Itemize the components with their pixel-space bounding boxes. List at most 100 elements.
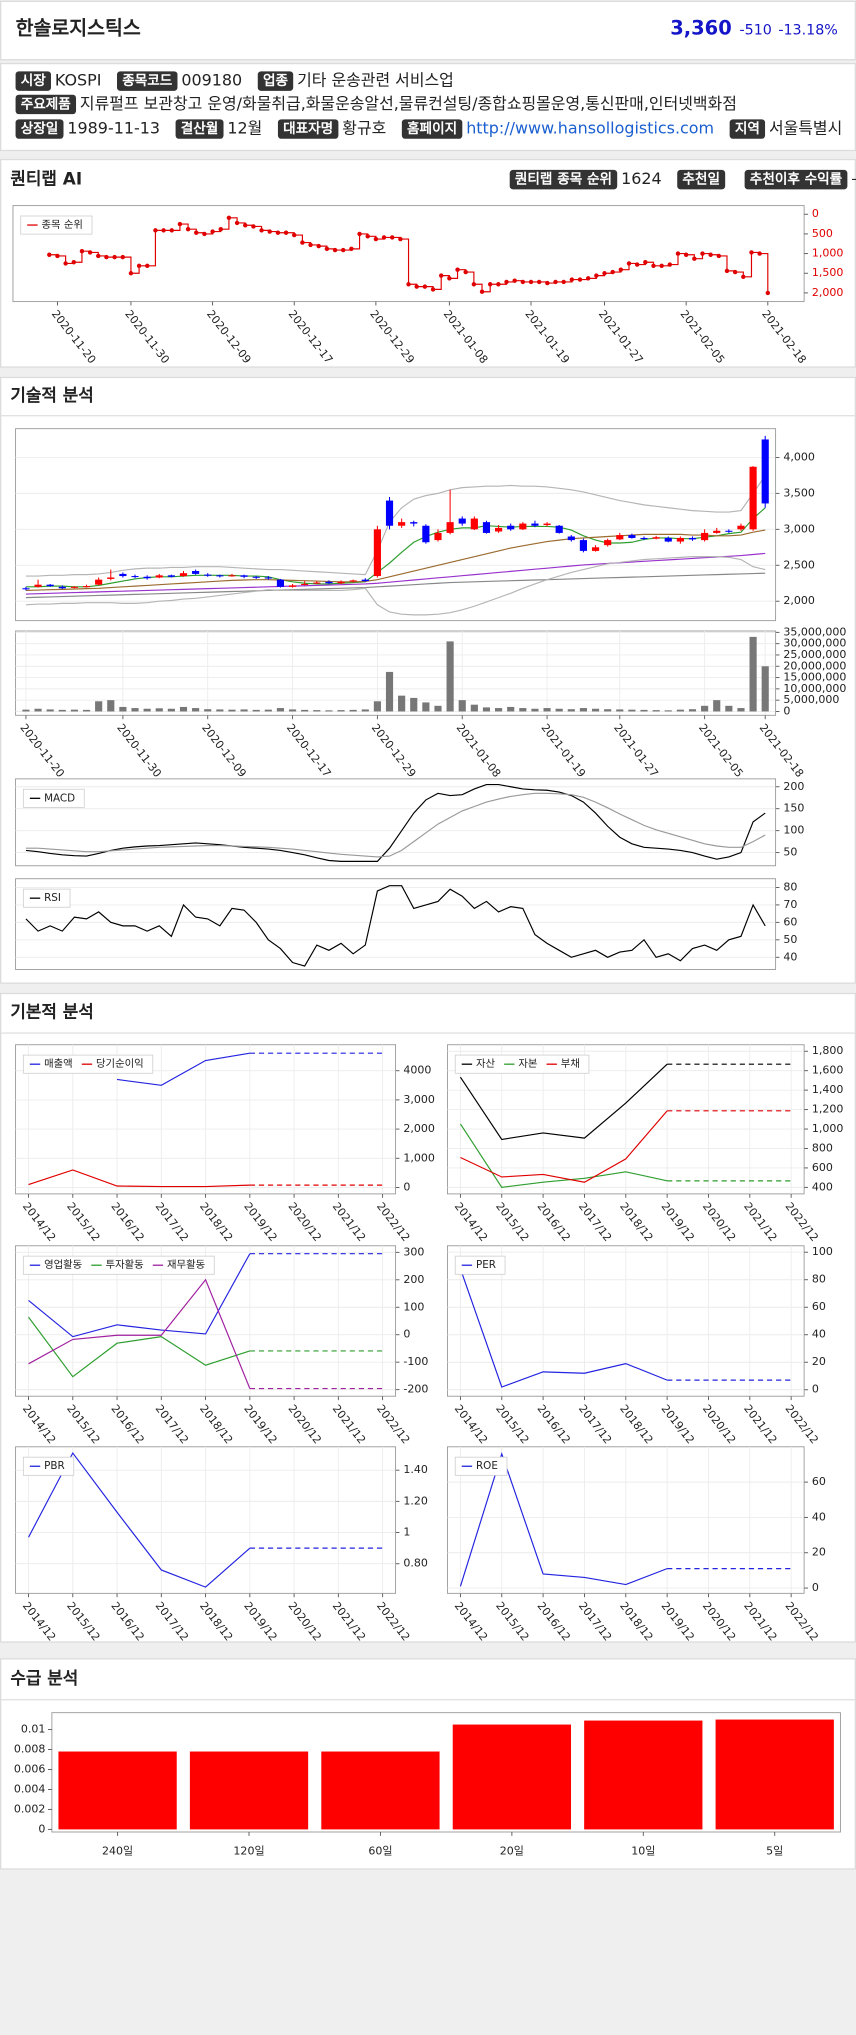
y-tick-label: 2,000	[783, 594, 815, 607]
point	[194, 230, 199, 235]
y-tick-label: 50	[783, 846, 797, 859]
candle-body	[301, 583, 309, 585]
y-tick-label: 5,000,000	[783, 693, 839, 706]
y-tick-label: 0	[812, 1383, 819, 1396]
candle-body	[470, 518, 478, 530]
point	[585, 276, 591, 281]
y-tick-label: -200	[403, 1383, 428, 1396]
bar	[313, 710, 321, 712]
bar	[446, 641, 454, 712]
candle-body	[701, 532, 709, 541]
legend-box	[454, 1054, 590, 1074]
label-badge-text: 추천일	[682, 172, 720, 188]
bar	[58, 709, 66, 712]
point	[602, 271, 607, 276]
legend-box	[454, 1456, 508, 1476]
label-badge	[15, 94, 77, 115]
bar	[434, 705, 442, 712]
label-badge	[401, 119, 463, 139]
bar	[321, 1751, 440, 1830]
y-tick-label: 2,000	[403, 1122, 435, 1135]
y-tick-label: 0.01	[21, 1723, 46, 1736]
bar	[543, 708, 551, 712]
bar	[567, 709, 575, 712]
y-tick-label: 0	[812, 1581, 819, 1594]
y-tick-label: 20,000,000	[783, 659, 846, 672]
point	[618, 267, 624, 272]
legend-box	[22, 788, 85, 808]
candle-body	[616, 535, 624, 540]
bar	[385, 671, 394, 712]
legend-label: RSI	[44, 892, 61, 904]
bar	[325, 710, 333, 712]
point	[651, 263, 656, 268]
label-badge	[15, 71, 51, 91]
point	[610, 269, 615, 275]
label-value: 지류펄프 보관창고 운영/화물취급,화물운송알선,물류컨설팅/종합쇼핑몰운영,통…	[80, 94, 737, 113]
point	[675, 251, 681, 256]
candle-body	[337, 581, 345, 584]
candle-body	[179, 573, 188, 577]
point	[300, 240, 305, 245]
point	[439, 273, 444, 278]
y-tick-label: 0.006	[14, 1762, 46, 1775]
point	[202, 231, 207, 237]
point	[765, 290, 771, 296]
bar	[713, 700, 721, 712]
bar	[640, 709, 648, 712]
candle-body	[688, 537, 697, 540]
point	[169, 228, 174, 233]
section-title: 수급 분석	[10, 1668, 78, 1688]
y-tick-label: 80	[812, 1273, 826, 1286]
point	[332, 247, 338, 253]
series-line	[459, 1451, 668, 1587]
y-tick-label: 70	[783, 898, 797, 911]
bar	[58, 1751, 177, 1830]
candle-body	[119, 573, 127, 577]
y-tick-label: 20	[812, 1355, 826, 1368]
candle-body	[70, 586, 78, 588]
point	[177, 221, 183, 227]
legend-label: ROE	[476, 1460, 498, 1472]
candle-body	[95, 579, 103, 585]
candle-body	[507, 525, 515, 530]
label-value: 009180	[181, 71, 242, 90]
candle-body	[264, 577, 272, 579]
bar	[240, 709, 248, 712]
point	[153, 228, 158, 233]
point	[504, 279, 509, 285]
point	[316, 243, 321, 249]
legend-label: 자산	[476, 1058, 496, 1070]
label-badge-text: 결산월	[181, 120, 219, 137]
overlay-line	[25, 529, 766, 592]
bar	[664, 710, 672, 712]
y-tick-label: 1,200	[812, 1103, 844, 1116]
series-line	[459, 1063, 668, 1141]
point	[79, 249, 85, 254]
series-line	[459, 1123, 668, 1188]
candle-body	[313, 582, 321, 584]
bar	[628, 709, 636, 712]
candle-body	[34, 584, 42, 587]
point	[512, 278, 517, 283]
point	[128, 271, 134, 276]
candle-body	[143, 576, 151, 579]
bar	[216, 709, 224, 712]
y-tick-label: 3,000	[783, 522, 815, 535]
point	[626, 261, 632, 266]
candle-body	[276, 579, 285, 587]
y-tick-label: 0.002	[14, 1802, 46, 1815]
candle-body	[652, 537, 660, 539]
candle-body	[725, 530, 733, 532]
point	[120, 254, 125, 260]
section-title: 퀀티랩 AI	[10, 169, 82, 189]
legend-label: 당기순이익	[96, 1058, 144, 1070]
y-tick-label: 150	[783, 802, 804, 815]
label-badge-text: 홈페이지	[407, 120, 457, 137]
point	[63, 261, 68, 266]
candle-body	[640, 537, 648, 539]
y-tick-label: 100	[783, 824, 804, 837]
y-tick-label: 2,000	[812, 286, 844, 299]
point	[447, 276, 452, 281]
